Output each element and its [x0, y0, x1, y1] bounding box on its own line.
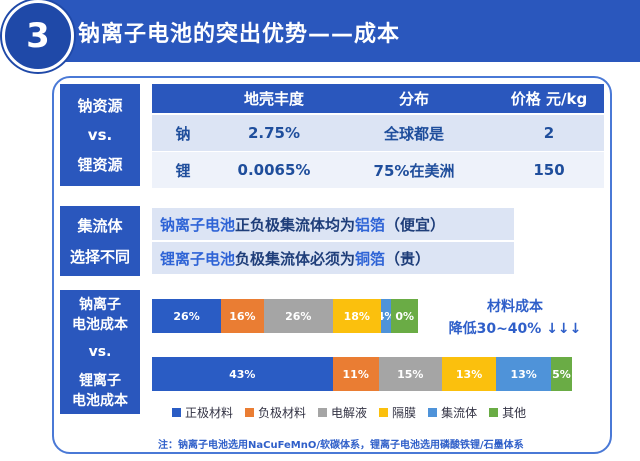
table-row-lithium: 锂 0.0065% 75%在美洲 150 [152, 152, 604, 188]
bar-segment-2: 11% [332, 357, 379, 391]
bar-segment-2: 16% [221, 299, 264, 333]
cost-note-line2: 降低30~40% ↓↓↓ [448, 321, 582, 337]
cost-label-line4: 电池成本 [72, 393, 128, 409]
bar-segment-1: 43% [152, 357, 333, 391]
row-abundance: 0.0065% [237, 161, 311, 179]
footnote: 注：钠离子电池选用NaCuFeMnO/软碳体系，锂离子电池选用磷酸铁锂/石墨体系 [158, 440, 524, 451]
resources-label-line2: vs. [87, 126, 113, 144]
cost-label: 钠离子 电池成本 vs. 锂离子 电池成本 [60, 290, 140, 414]
section-number-badge: 3 [2, 0, 74, 72]
header-cell-distribution: 分布 [398, 90, 429, 108]
collector-subject: 钠离子电池 [160, 215, 236, 234]
legend-swatch [245, 408, 255, 417]
bar-segment-4: 13% [441, 357, 497, 391]
chart-legend: 正极材料 负极材料 电解液 隔膜 集流体 其他 [172, 404, 526, 421]
legend-swatch [428, 408, 438, 417]
legend-item-4: 隔膜 [379, 404, 416, 421]
collector-line-lithium: 锂离子电池 负极集流体必须为 铜箔 （贵） [152, 242, 514, 274]
legend-item-2: 负极材料 [245, 404, 306, 421]
resources-label-line3: 锂资源 [77, 156, 123, 174]
bar-segment-6: 0% [391, 299, 418, 333]
legend-label: 负极材料 [258, 406, 307, 420]
cost-label-line1: 钠离子 [79, 297, 121, 313]
legend-swatch [489, 408, 499, 417]
legend-item-3: 电解液 [318, 404, 367, 421]
cost-label-line3: 锂离子 [79, 373, 121, 389]
bar-segment-5: 13% [496, 357, 551, 391]
resources-label: 钠资源 vs. 锂资源 [60, 84, 140, 186]
legend-swatch [379, 408, 389, 417]
collector-text1: 负极集流体必须为 [235, 249, 356, 268]
legend-label: 电解液 [331, 406, 368, 420]
table-row-sodium: 钠 2.75% 全球都是 2 [152, 115, 604, 151]
legend-swatch [318, 408, 328, 417]
page-title: 钠离子电池的突出优势——成本 [78, 22, 401, 47]
row-price: 150 [533, 161, 565, 179]
collector-text2: （便宜） [385, 215, 446, 234]
header-cell-element [152, 84, 214, 113]
row-distribution: 75%在美洲 [373, 161, 455, 180]
bar-segment-6: 5% [550, 357, 572, 391]
legend-label: 其他 [502, 406, 527, 420]
collector-subject: 锂离子电池 [160, 249, 236, 268]
collector-text2: （贵） [385, 249, 431, 268]
bar-segment-1: 26% [152, 299, 222, 333]
collector-text1: 正负极集流体均为 [235, 215, 356, 234]
collector-material: 铝箔 [355, 215, 386, 234]
cost-label-line2: 电池成本 [72, 317, 128, 333]
legend-item-1: 正极材料 [172, 404, 233, 421]
row-element: 锂 [175, 161, 191, 180]
cost-note-line1: 材料成本 [487, 299, 543, 315]
legend-label: 隔膜 [392, 406, 417, 420]
bar-segment-4: 18% [332, 299, 381, 333]
bar-segment-5: 4% [380, 299, 392, 333]
header-cell-abundance: 地壳丰度 [243, 90, 304, 108]
collector-material: 铜箔 [355, 249, 386, 268]
collector-label-line1: 集流体 [77, 217, 123, 235]
header-bar [44, 0, 640, 62]
cost-reduction-note: 材料成本 降低30~40% ↓↓↓ [420, 296, 610, 340]
content-frame [52, 76, 612, 454]
resources-table-header: 地壳丰度 分布 价格 元/kg [152, 84, 604, 113]
cost-bar-lithium: 43% 11% 15% 13% 13% 5% [152, 357, 572, 391]
cost-bar-sodium: 26%16%26%18%4%0% [152, 299, 418, 333]
legend-item-5: 集流体 [428, 404, 477, 421]
resources-label-line1: 钠资源 [77, 97, 123, 115]
legend-label: 正极材料 [185, 406, 234, 420]
row-distribution: 全球都是 [383, 124, 444, 143]
bar-segment-3: 15% [378, 357, 442, 391]
legend-item-6: 其他 [489, 404, 526, 421]
row-price: 2 [543, 124, 555, 142]
legend-label: 集流体 [441, 406, 478, 420]
collector-label: 集流体 选择不同 [60, 206, 140, 276]
row-abundance: 2.75% [247, 124, 301, 142]
collector-line-sodium: 钠离子电池 正负极集流体均为 铝箔 （便宜） [152, 208, 514, 240]
header-cell-price: 价格 元/kg [510, 90, 588, 108]
legend-swatch [172, 408, 181, 417]
cost-label-vs: vs. [88, 344, 112, 360]
bar-segment-3: 26% [263, 299, 333, 333]
collector-label-line2: 选择不同 [69, 248, 130, 266]
row-element: 钠 [175, 124, 191, 143]
